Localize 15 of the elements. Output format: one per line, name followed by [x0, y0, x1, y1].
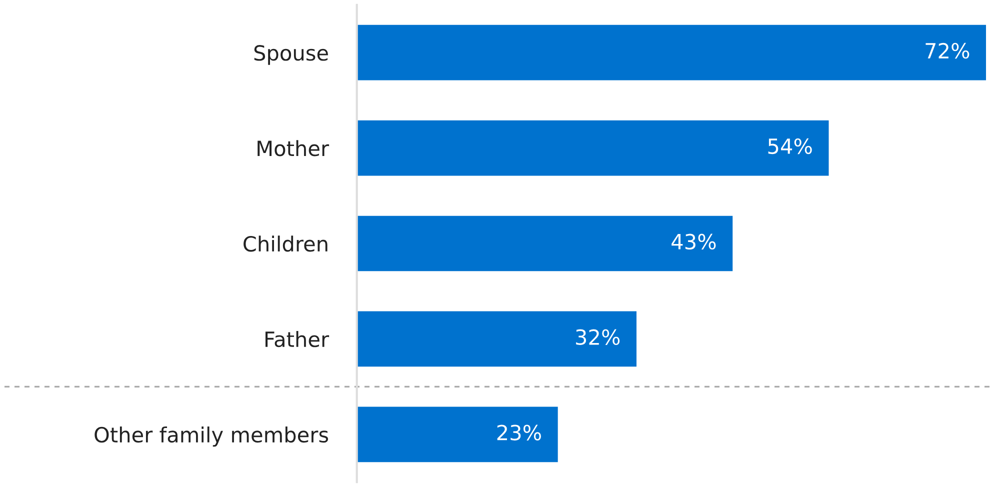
- bar: [356, 120, 829, 176]
- y-tick-label: Children: [244, 236, 328, 252]
- data-label: 23%: [497, 424, 541, 440]
- bar: [356, 216, 733, 272]
- y-tick-label: Spouse: [254, 45, 328, 65]
- data-label: 43%: [672, 234, 716, 250]
- data-label: 72%: [926, 42, 970, 59]
- data-label: 54%: [768, 138, 812, 154]
- bar: [356, 311, 636, 367]
- data-label: 32%: [576, 329, 620, 345]
- bar: [356, 406, 558, 462]
- y-tick-label: Other family members: [94, 426, 328, 447]
- y-tick-label: Mother: [258, 140, 330, 156]
- bar: [356, 24, 986, 80]
- y-tick-label: Father: [266, 331, 330, 348]
